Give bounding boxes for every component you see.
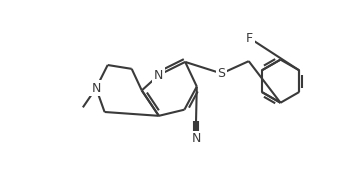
Text: N: N <box>91 82 101 95</box>
Text: N: N <box>191 132 201 145</box>
Text: F: F <box>246 32 253 45</box>
Text: S: S <box>217 67 226 80</box>
Text: N: N <box>154 68 163 81</box>
